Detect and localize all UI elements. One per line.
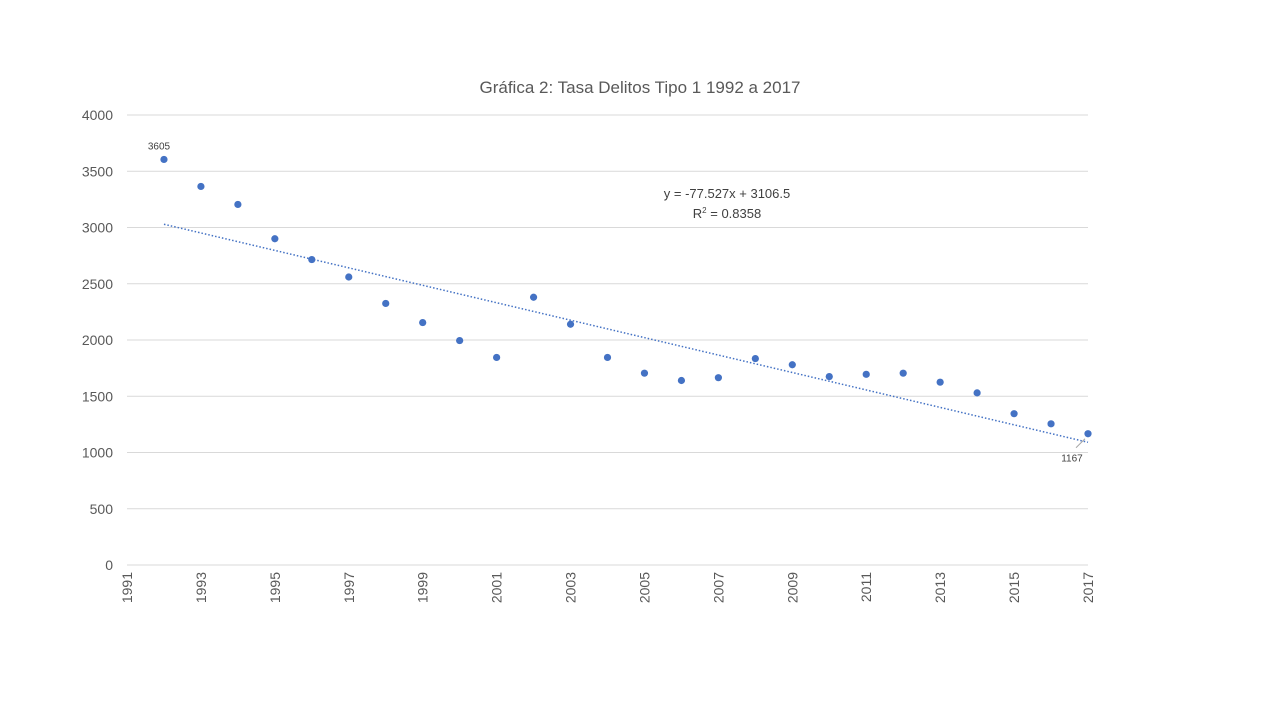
data-points (160, 155, 1092, 438)
x-tick-label: 2001 (489, 572, 505, 603)
data-point (825, 372, 833, 381)
data-point (788, 361, 796, 369)
trendline-r2-superscript: 2 (702, 206, 707, 215)
x-tick-label: 1999 (415, 572, 431, 603)
data-point (936, 378, 944, 386)
y-tick-label: 1500 (82, 388, 113, 404)
x-tick-label: 1993 (193, 572, 209, 603)
y-tick-label: 3500 (82, 163, 113, 179)
data-point (862, 370, 870, 378)
x-tick-label: 2011 (858, 572, 874, 602)
data-label: 1167 (1061, 454, 1083, 465)
x-tick-label: 1991 (119, 572, 135, 603)
data-point (308, 255, 316, 264)
trendline-r2-value: = 0.8358 (707, 206, 762, 221)
data-point (640, 369, 649, 377)
x-tick-label: 1997 (341, 572, 357, 603)
x-tick-label: 2005 (636, 572, 652, 603)
data-point (234, 200, 242, 209)
x-tick-label: 2013 (932, 572, 948, 603)
data-label-leader-line (1075, 438, 1086, 449)
y-axis-tick-labels: 0 500 1000 1500 2000 2500 3000 3500 4000 (82, 107, 113, 573)
data-point (973, 389, 981, 397)
x-tick-label: 2009 (784, 572, 800, 603)
x-tick-label: 1995 (267, 572, 283, 603)
y-tick-label: 1000 (82, 445, 113, 461)
data-point (345, 273, 353, 281)
chart-title: Gráfica 2: Tasa Delitos Tipo 1 1992 a 20… (480, 78, 801, 97)
data-point (751, 354, 759, 363)
data-point (566, 320, 575, 328)
data-point (677, 376, 686, 385)
y-tick-label: 2500 (82, 276, 113, 292)
x-tick-label: 2003 (563, 572, 579, 603)
trendline-equation: y = -77.527x + 3106.5 R2 = 0.8358 (664, 186, 790, 221)
trendline (163, 223, 1089, 444)
data-point (603, 353, 612, 362)
data-point (456, 336, 464, 345)
data-point (1084, 430, 1092, 438)
data-label: 3605 (148, 141, 171, 152)
data-point (899, 369, 907, 377)
data-labels: 3605 1167 (148, 141, 1086, 465)
x-axis-tick-labels: 1991 1993 1995 1997 1999 2001 2003 2005 2007 2009… (119, 572, 1096, 603)
y-tick-label: 500 (90, 501, 114, 517)
x-tick-label: 2017 (1080, 572, 1096, 603)
data-point (382, 299, 390, 308)
x-tick-label: 2015 (1006, 572, 1022, 603)
data-point (1047, 420, 1055, 428)
gridlines (127, 114, 1088, 510)
trendline-r2-text: R2 = 0.8358 (693, 206, 761, 221)
x-tick-label: 2007 (710, 572, 726, 603)
trendline-equation-text: y = -77.527x + 3106.5 (664, 186, 790, 201)
y-tick-label: 2000 (82, 332, 113, 348)
y-tick-label: 4000 (82, 107, 113, 123)
y-tick-label: 0 (105, 557, 113, 573)
data-point (419, 318, 427, 327)
data-point (529, 293, 538, 301)
data-point (160, 155, 168, 164)
y-tick-label: 3000 (82, 220, 113, 236)
data-point (1010, 410, 1018, 418)
data-point (714, 374, 722, 382)
data-point (493, 353, 501, 362)
data-point (197, 182, 205, 191)
data-point (271, 235, 279, 243)
trendline-r2-prefix: R (693, 206, 702, 221)
